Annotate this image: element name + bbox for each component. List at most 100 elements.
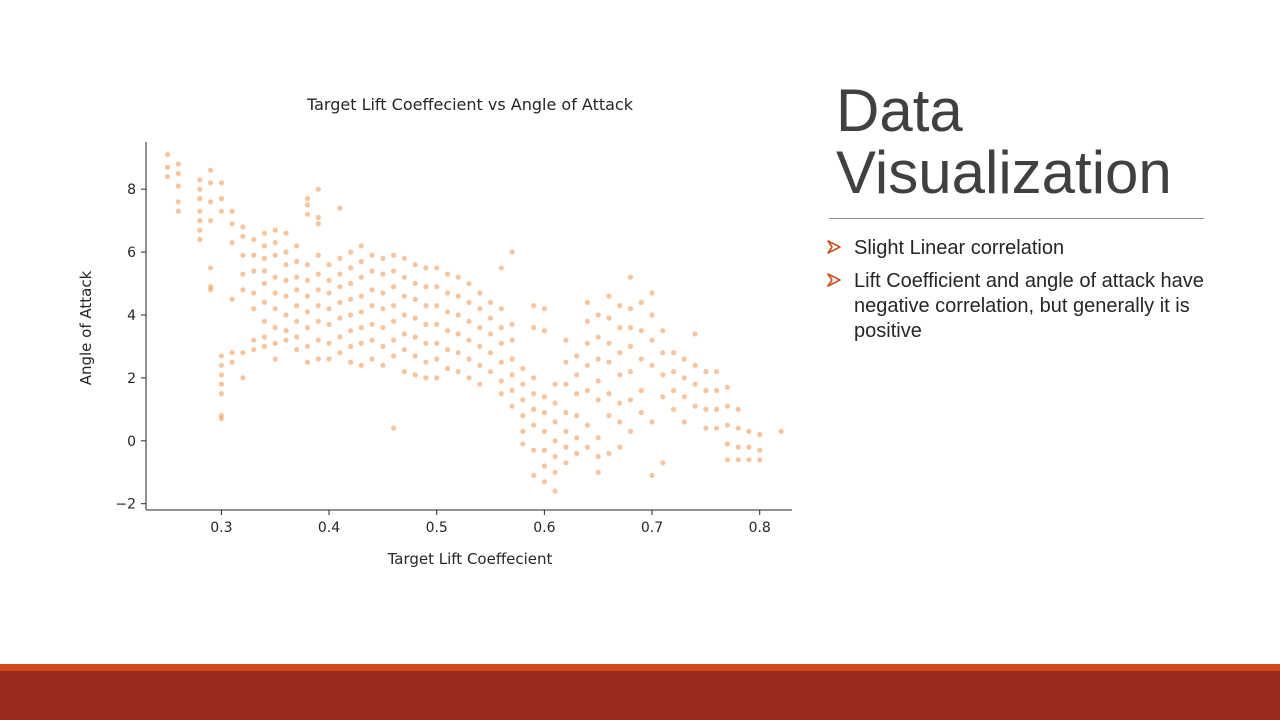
data-point-90 [304,277,311,283]
data-point-250 [541,463,547,469]
y-ticks: −2 0 2 4 6 8 [115,182,146,513]
data-point-313 [649,290,655,296]
data-point-240 [531,406,537,412]
data-point-347 [724,441,731,447]
y-tick-label: 4 [127,308,136,324]
data-point-160 [401,274,407,280]
data-point-283 [595,397,601,403]
data-point-206 [477,306,483,312]
data-point-357 [757,447,763,453]
data-point-232 [520,397,526,403]
data-point-3 [175,161,181,167]
data-point-212 [487,315,494,321]
data-point-274 [584,340,591,346]
data-point-343 [714,425,720,431]
data-point-145 [380,271,386,277]
bullet-item: Slight Linear correlation [826,236,1206,261]
bullet-text: Lift Coefficient and angle of attack hav… [854,270,1204,342]
data-point-245 [541,328,547,334]
data-point-268 [574,391,580,397]
data-point-320 [660,350,666,356]
data-point-264 [563,444,569,450]
arrow-bullet-icon [826,236,854,260]
data-point-44 [240,375,246,381]
data-point-303 [627,325,634,331]
data-point-346 [724,422,731,428]
data-point-172 [412,372,418,378]
data-point-103 [315,318,321,324]
data-point-319 [660,328,666,334]
data-point-126 [348,328,354,334]
data-point-8 [197,177,203,183]
data-point-221 [498,378,504,384]
data-point-225 [509,337,515,343]
y-tick-label: 2 [127,371,136,387]
data-point-202 [466,337,472,343]
data-point-209 [477,362,483,368]
data-point-48 [251,290,257,296]
data-point-164 [401,347,407,353]
data-point-258 [552,488,558,494]
data-point-330 [681,394,687,400]
data-point-187 [444,271,451,277]
data-point-328 [681,356,687,362]
data-point-14 [197,236,203,243]
data-point-67 [272,325,278,331]
data-point-260 [563,359,569,365]
data-point-42 [240,287,246,293]
data-point-300 [617,444,623,450]
data-point-100 [315,271,321,277]
data-point-31 [218,416,224,422]
data-point-295 [617,325,623,331]
data-point-77 [283,337,289,343]
data-point-308 [638,299,644,305]
y-tick-label: 8 [127,182,136,198]
data-point-344 [724,384,731,390]
data-point-62 [272,240,278,246]
data-point-147 [380,306,386,312]
data-point-266 [574,353,580,359]
data-point-278 [584,444,591,450]
data-point-224 [509,321,515,327]
data-point-299 [617,419,623,425]
data-point-288 [606,315,612,321]
data-point-152 [391,268,397,274]
data-point-169 [412,315,418,321]
data-point-353 [746,428,752,434]
data-point-235 [520,441,526,447]
data-point-130 [358,258,364,265]
data-point-291 [606,391,612,397]
data-point-312 [638,409,644,416]
data-point-338 [703,406,709,412]
data-point-241 [531,422,537,428]
data-point-12 [197,218,203,224]
x-tick-label: 0.6 [533,520,555,536]
data-point-244 [541,306,547,312]
data-point-161 [401,293,407,299]
data-point-114 [337,255,343,261]
data-point-326 [671,387,677,394]
data-point-38 [240,224,246,230]
data-point-247 [541,409,547,416]
data-point-34 [229,240,235,246]
data-point-207 [477,325,483,331]
data-point-182 [434,303,440,309]
data-point-174 [423,284,429,290]
data-point-222 [498,391,504,397]
data-point-282 [595,378,601,384]
footer-bar [0,671,1280,720]
data-point-348 [724,457,731,463]
data-point-102 [315,303,321,309]
data-point-73 [283,277,289,283]
data-point-2 [164,174,171,180]
data-point-316 [649,362,655,368]
data-point-17 [208,199,214,205]
data-point-199 [466,280,472,287]
data-point-139 [369,287,375,293]
data-point-215 [487,369,494,375]
arrow-bullet-icon [826,269,854,293]
data-point-119 [337,334,343,340]
data-point-189 [444,309,451,315]
data-point-86 [304,196,311,202]
data-point-292 [606,413,612,419]
